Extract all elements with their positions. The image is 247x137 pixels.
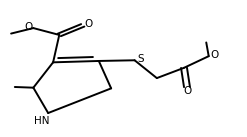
Text: O: O	[25, 22, 33, 32]
Text: O: O	[84, 19, 92, 29]
Text: O: O	[183, 86, 192, 96]
Text: O: O	[210, 50, 218, 60]
Text: HN: HN	[34, 116, 50, 125]
Text: S: S	[138, 54, 144, 64]
